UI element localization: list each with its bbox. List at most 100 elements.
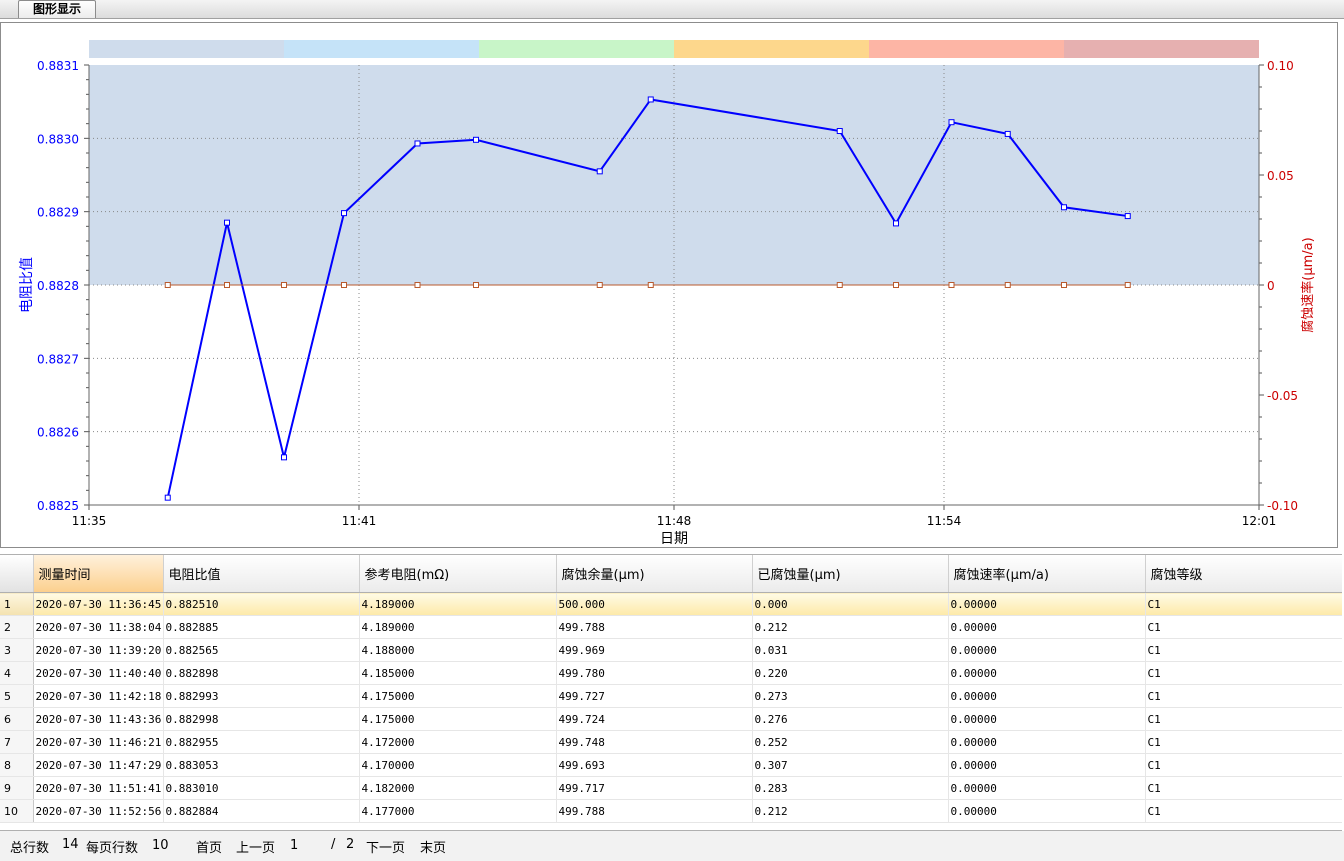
last-page-button[interactable]: 末页 xyxy=(420,841,447,856)
data-point xyxy=(1061,204,1067,211)
table-cell: 4.182000 xyxy=(359,776,557,800)
table-row[interactable]: 9 2020-07-30 11:51:41 0.883010 4.182000 499.… xyxy=(0,776,1342,800)
data-point xyxy=(341,282,347,288)
x-tick-label: 11:35 xyxy=(72,514,107,528)
table-cell: 2020-07-30 11:43:36 xyxy=(33,707,164,731)
table-cell: 499.724 xyxy=(556,707,753,731)
table-cell: 0.882885 xyxy=(163,615,360,639)
y-right-tick-label: -0.05 xyxy=(1267,389,1298,403)
table-row[interactable]: 8 2020-07-30 11:47:29 0.883053 4.170000 499.… xyxy=(0,753,1342,777)
table-row[interactable]: 7 2020-07-30 11:46:21 0.882955 4.172000 499.… xyxy=(0,730,1342,754)
next-page-button[interactable]: 下一页 xyxy=(366,841,406,856)
table-row[interactable]: 6 2020-07-30 11:43:36 0.882998 4.175000 499.… xyxy=(0,707,1342,731)
table-cell: 0.273 xyxy=(752,684,949,708)
column-header[interactable]: 已腐蚀量(μm) xyxy=(752,555,949,593)
data-point xyxy=(893,282,899,288)
row-number: 5 xyxy=(0,684,34,708)
column-header[interactable]: 电阻比值 xyxy=(163,555,360,593)
data-point xyxy=(1124,282,1131,288)
column-header[interactable]: 参考电阻(mΩ) xyxy=(359,555,557,593)
y-right-tick-label: -0.10 xyxy=(1267,499,1298,513)
x-tick-label: 11:41 xyxy=(342,514,377,528)
y-right-axis-label: 腐蚀速率(μm/a) xyxy=(1300,237,1316,332)
table-row[interactable]: 4 2020-07-30 11:40:40 0.882898 4.185000 499.… xyxy=(0,661,1342,685)
table-cell: 0.00000 xyxy=(948,615,1146,639)
legend-band xyxy=(479,40,674,58)
y-right-tick-label: 0.05 xyxy=(1267,169,1294,183)
table-row[interactable]: 1 2020-07-30 11:36:45 0.882510 4.189000 500.… xyxy=(0,592,1342,616)
first-page-button[interactable]: 首页 xyxy=(196,841,223,856)
grid-header: 测量时间 电阻比值 参考电阻(mΩ) 腐蚀余量(μm) 已腐蚀量(μm) 腐蚀速率(μm/… xyxy=(0,555,1342,593)
table-cell: C1 xyxy=(1145,638,1342,662)
data-point xyxy=(1004,130,1011,137)
rows-per-page-input[interactable] xyxy=(150,836,190,854)
table-cell: 0.252 xyxy=(752,730,949,754)
table-cell: 2020-07-30 11:40:40 xyxy=(33,661,164,685)
table-cell: 4.185000 xyxy=(359,661,557,685)
table-cell: 0.212 xyxy=(752,615,949,639)
table-cell: 0.307 xyxy=(752,753,949,777)
table-cell: 500.000 xyxy=(556,592,753,616)
grid-corner xyxy=(0,555,34,593)
column-header[interactable]: 腐蚀余量(μm) xyxy=(556,555,753,593)
table-cell: 0.276 xyxy=(752,707,949,731)
x-axis-label: 日期 xyxy=(660,531,688,547)
row-number: 10 xyxy=(0,799,34,823)
table-row[interactable]: 5 2020-07-30 11:42:18 0.882993 4.175000 499.… xyxy=(0,684,1342,708)
row-number: 1 xyxy=(0,592,34,616)
table-cell: 0.00000 xyxy=(948,638,1146,662)
y-left-tick-label: 0.8830 xyxy=(37,132,79,146)
prev-page-button[interactable]: 上一页 xyxy=(236,841,276,856)
y-left-tick-label: 0.8828 xyxy=(37,279,79,293)
table-cell: 0.00000 xyxy=(948,730,1146,754)
row-number: 2 xyxy=(0,615,34,639)
table-cell: 2020-07-30 11:36:45 xyxy=(33,592,164,616)
x-tick-label: 12:01 xyxy=(1242,514,1277,528)
y-left-axis-label: 电阻比值 xyxy=(19,257,35,313)
table-row[interactable]: 10 2020-07-30 11:52:56 0.882884 4.177000 499… xyxy=(0,799,1342,823)
row-number: 4 xyxy=(0,661,34,685)
rows-per-page-label: 每页行数 xyxy=(86,841,139,856)
data-point xyxy=(281,282,287,288)
table-cell: 499.969 xyxy=(556,638,753,662)
table-row[interactable]: 3 2020-07-30 11:39:20 0.882565 4.188000 499.… xyxy=(0,638,1342,662)
table-cell: 0.00000 xyxy=(948,707,1146,731)
data-point xyxy=(1061,282,1067,288)
table-cell: 2020-07-30 11:52:56 xyxy=(33,799,164,823)
table-cell: 4.189000 xyxy=(359,615,557,639)
table-cell: 0.031 xyxy=(752,638,949,662)
column-header[interactable]: 腐蚀速率(μm/a) xyxy=(948,555,1146,593)
table-cell: 0.882955 xyxy=(163,730,360,754)
column-header[interactable]: 腐蚀等级 xyxy=(1145,555,1342,593)
y-right-tick-label: 0.10 xyxy=(1267,59,1294,73)
y-left-tick-label: 0.8831 xyxy=(37,59,79,73)
table-cell: 0.882993 xyxy=(163,684,360,708)
data-point xyxy=(224,282,230,288)
column-header[interactable]: 测量时间 xyxy=(33,555,164,593)
table-cell: 4.177000 xyxy=(359,799,557,823)
row-number: 7 xyxy=(0,730,34,754)
y-left-tick-label: 0.8825 xyxy=(37,499,79,513)
table-cell: 4.172000 xyxy=(359,730,557,754)
table-cell: 0.883010 xyxy=(163,776,360,800)
tab-chart-display[interactable]: 图形显示 xyxy=(18,0,96,18)
table-cell: C1 xyxy=(1145,661,1342,685)
current-page-input[interactable] xyxy=(288,836,328,854)
table-cell: C1 xyxy=(1145,707,1342,731)
table-cell: 0.220 xyxy=(752,661,949,685)
total-pages-value: 2 xyxy=(346,837,355,852)
table-cell: 0.882898 xyxy=(163,661,360,685)
table-cell: 4.175000 xyxy=(359,707,557,731)
total-rows-value: 14 xyxy=(62,837,79,852)
table-row[interactable]: 2 2020-07-30 11:38:04 0.882885 4.189000 499.… xyxy=(0,615,1342,639)
resistance-chart: 0.8825 0.8826 0.8827 0.8828 0.8829 0.8830 0.88… xyxy=(19,40,1316,547)
data-point xyxy=(948,282,955,288)
data-point xyxy=(473,282,479,288)
table-cell: 2020-07-30 11:38:04 xyxy=(33,615,164,639)
table-cell: 4.175000 xyxy=(359,684,557,708)
table-cell: 499.717 xyxy=(556,776,753,800)
table-cell: 0.00000 xyxy=(948,684,1146,708)
data-point xyxy=(473,136,479,143)
y-left-tick-label: 0.8826 xyxy=(37,426,79,440)
x-tick-label: 11:48 xyxy=(657,514,692,528)
